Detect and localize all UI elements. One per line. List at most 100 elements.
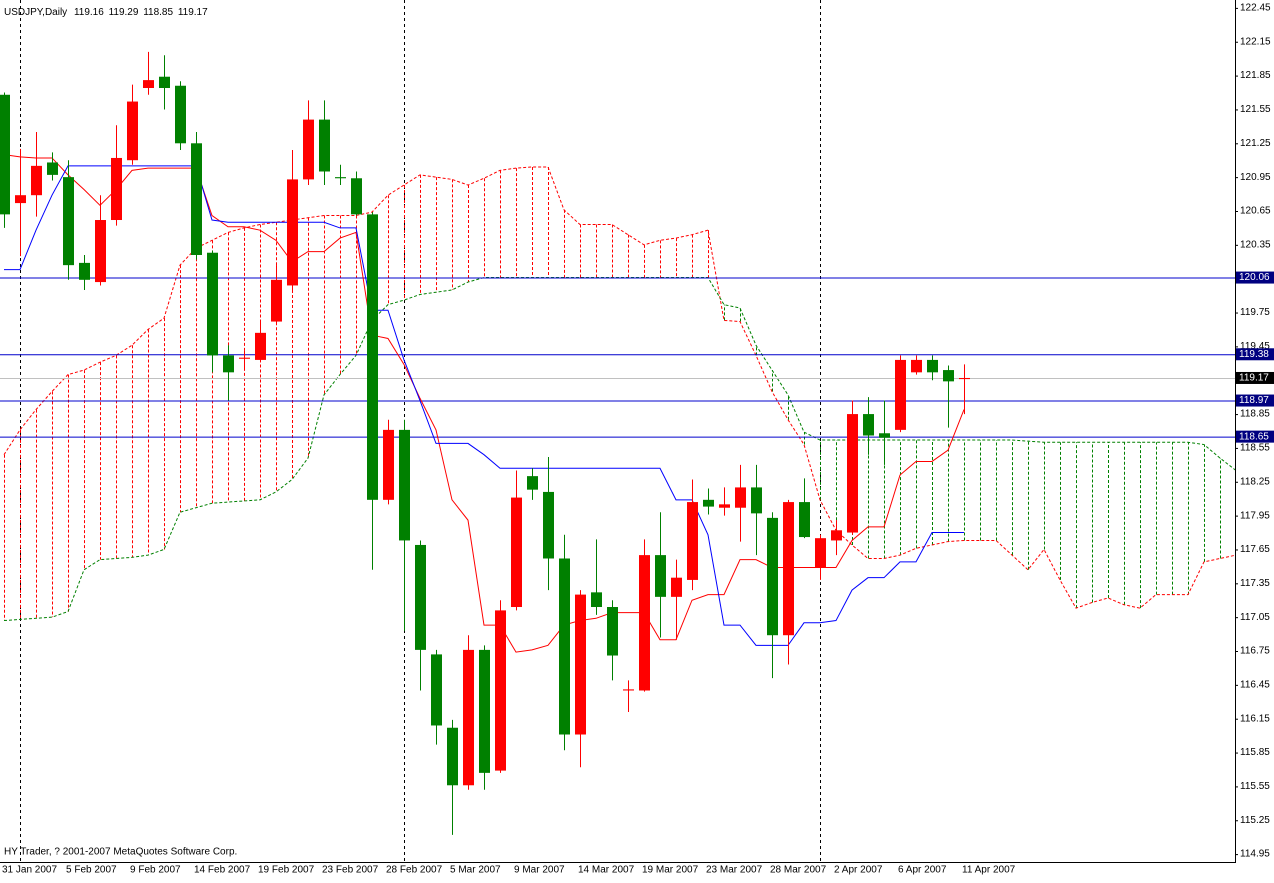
- y-tick-label: 120.95: [1240, 172, 1271, 183]
- x-tick-label: 23 Feb 2007: [322, 865, 379, 876]
- candle-body: [559, 558, 570, 735]
- x-tick-label: 19 Mar 2007: [642, 865, 699, 876]
- y-tick-label: 118.85: [1240, 409, 1270, 420]
- header-open: 119.16: [74, 7, 104, 18]
- x-tick-label: 5 Mar 2007: [450, 865, 501, 876]
- price-label: 119.17: [1239, 373, 1269, 384]
- y-tick-label: 117.65: [1240, 544, 1270, 555]
- candle-body: [31, 165, 42, 196]
- level-label-box: [1236, 271, 1274, 284]
- header: USDJPY,Daily 119.16 119.29 118.85 119.17: [4, 7, 208, 18]
- level-label: 120.06: [1239, 272, 1270, 283]
- candle-body: [783, 502, 794, 636]
- x-tick-label: 31 Jan 2007: [2, 865, 57, 876]
- y-tick-label: 116.75: [1240, 646, 1270, 657]
- candle-body: [63, 177, 74, 266]
- x-tick-label: 9 Mar 2007: [514, 865, 565, 876]
- candle-body: [159, 76, 170, 89]
- candle-body: [143, 80, 154, 89]
- candle-body: [943, 370, 954, 382]
- y-tick-label: 116.15: [1240, 713, 1270, 724]
- candle-body: [511, 497, 522, 608]
- level-label-box: [1236, 394, 1274, 407]
- level-label: 118.97: [1239, 395, 1269, 406]
- candle-body: [463, 649, 474, 786]
- candle-body: [127, 101, 138, 161]
- candle-body: [207, 252, 218, 356]
- price-label-box: [1236, 371, 1274, 384]
- candle-body: [607, 607, 618, 656]
- candle-body: [287, 179, 298, 286]
- candle-body: [927, 359, 938, 373]
- y-tick-label: 121.85: [1240, 70, 1271, 81]
- candle-body: [495, 610, 506, 771]
- candle-body: [351, 178, 362, 215]
- candle-body: [191, 143, 202, 255]
- y-tick-label: 119.75: [1240, 307, 1270, 318]
- level-label: 118.65: [1239, 431, 1269, 442]
- y-tick-label: 117.05: [1240, 612, 1270, 623]
- candle-body: [271, 279, 282, 322]
- candle-body: [575, 594, 586, 735]
- footer: HY Trader, ? 2001-2007 MetaQuotes Softwa…: [4, 847, 237, 858]
- candle-body: [0, 94, 10, 215]
- y-tick-label: 118.55: [1240, 443, 1270, 454]
- candle-body: [623, 689, 634, 691]
- y-tick-label: 122.45: [1240, 3, 1271, 14]
- x-tick-label: 14 Feb 2007: [194, 865, 251, 876]
- candle-body: [431, 654, 442, 726]
- candle-body: [303, 119, 314, 180]
- y-tick-label: 122.15: [1240, 36, 1271, 47]
- candle-body: [879, 433, 890, 438]
- candle-body: [255, 332, 266, 360]
- x-tick-label: 6 Apr 2007: [898, 865, 947, 876]
- candle-body: [543, 491, 554, 559]
- candle-body: [527, 476, 538, 490]
- candle-body: [831, 530, 842, 541]
- candle-body: [703, 499, 714, 507]
- candle-body: [223, 355, 234, 373]
- candle-body: [111, 157, 122, 221]
- y-tick-label: 115.55: [1240, 781, 1270, 792]
- y-tick-label: 116.45: [1240, 680, 1270, 691]
- candle-body: [399, 429, 410, 541]
- y-tick-label: 121.25: [1240, 138, 1271, 149]
- y-tick-label: 114.95: [1240, 849, 1270, 860]
- candle-body: [319, 119, 330, 172]
- x-tick-label: 5 Feb 2007: [66, 865, 117, 876]
- y-tick-label: 115.25: [1240, 815, 1270, 826]
- candle-body: [79, 262, 90, 280]
- y-tick-label: 118.25: [1240, 476, 1270, 487]
- header-low: 118.85: [143, 7, 173, 18]
- x-tick-label: 19 Feb 2007: [258, 865, 315, 876]
- candle-body: [47, 162, 58, 175]
- candle-body: [863, 414, 874, 436]
- indicator-line: [4, 165, 964, 646]
- plot-area: [0, 0, 1235, 862]
- candle-body: [767, 517, 778, 636]
- symbol: USDJPY,Daily: [4, 7, 67, 18]
- candle-body: [591, 592, 602, 608]
- y-tick-label: 120.35: [1240, 239, 1271, 250]
- candle-body: [479, 649, 490, 773]
- x-tick-label: 28 Feb 2007: [386, 865, 443, 876]
- candle-body: [719, 504, 730, 508]
- level-label-box: [1236, 430, 1274, 443]
- candle-body: [335, 177, 346, 179]
- x-tick-label: 2 Apr 2007: [834, 865, 883, 876]
- header-high: 119.29: [109, 7, 139, 18]
- y-tick-label: 121.55: [1240, 104, 1271, 115]
- candle-body: [95, 220, 106, 283]
- x-tick-label: 28 Mar 2007: [770, 865, 827, 876]
- candle-body: [367, 214, 378, 500]
- candle-body: [383, 429, 394, 500]
- price-axis: 122.45 122.15 121.85 121.55 121.25 120.95 120.…: [1235, 3, 1274, 860]
- y-tick-label: 117.95: [1240, 510, 1270, 521]
- y-tick-label: 120.65: [1240, 206, 1271, 217]
- y-tick-label: 119.45: [1240, 341, 1270, 352]
- level-label: 119.38: [1239, 349, 1269, 360]
- candle-body: [911, 359, 922, 373]
